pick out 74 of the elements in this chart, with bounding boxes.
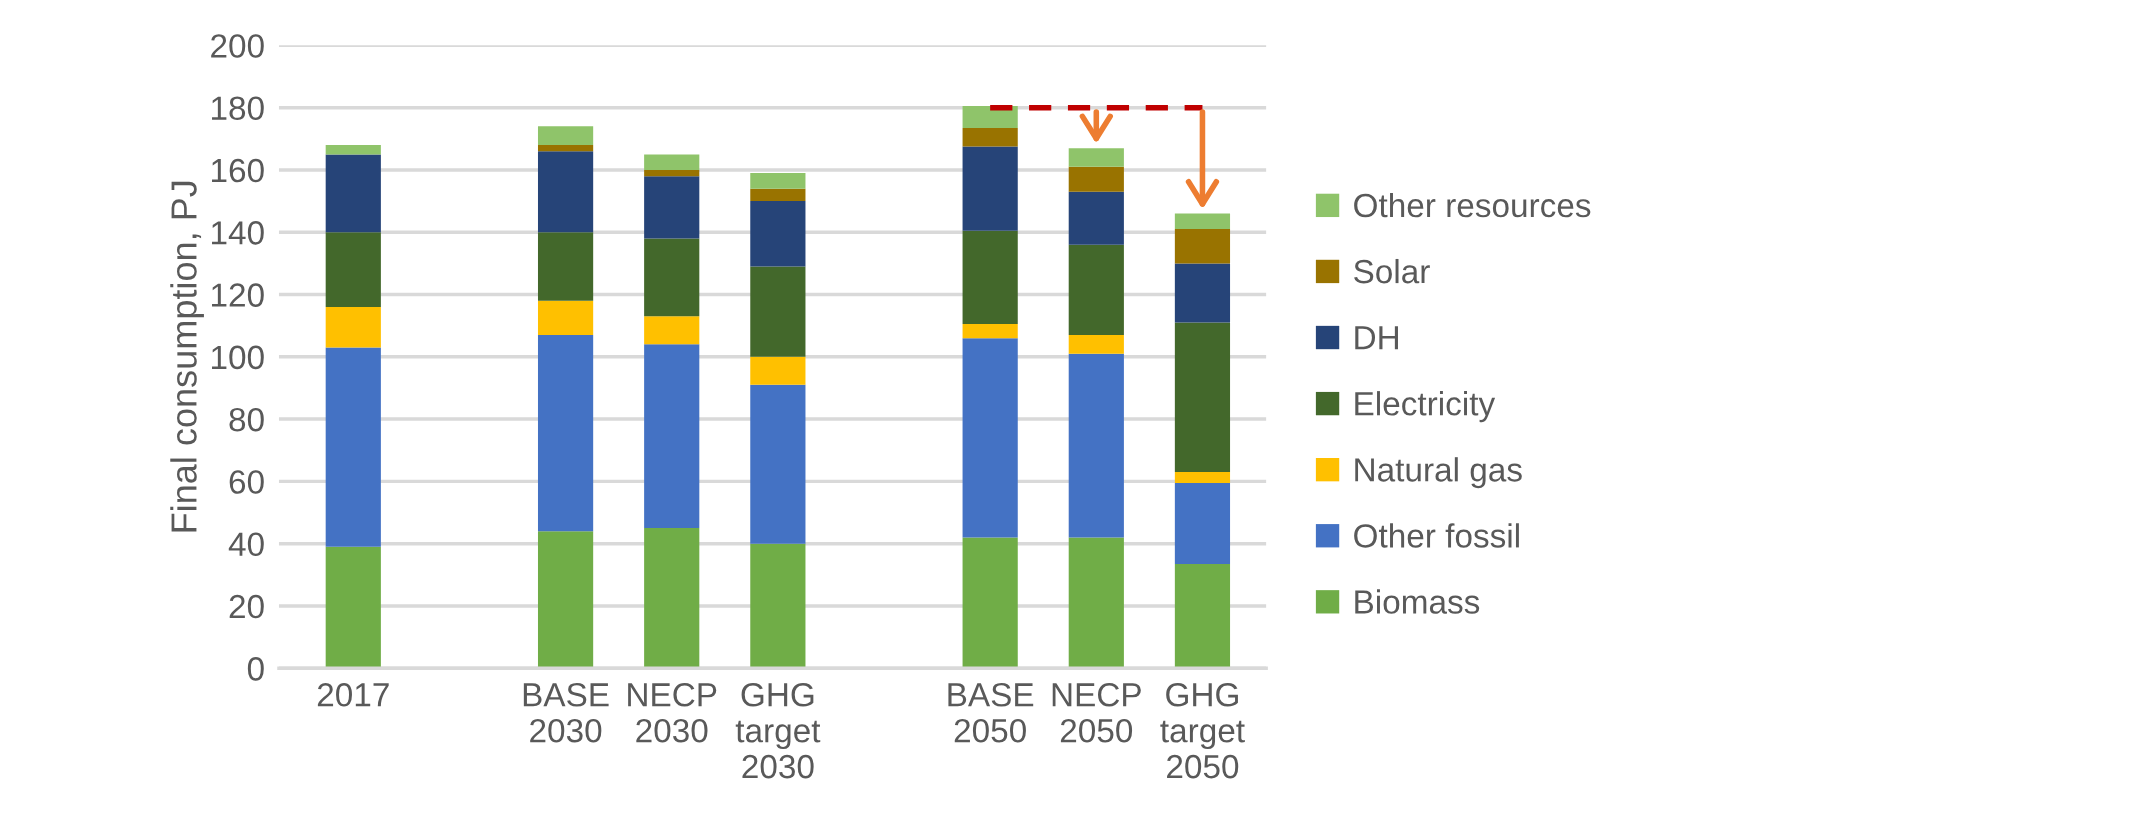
bar (962, 537, 1018, 669)
bar (1068, 537, 1124, 669)
x-tick-label: BASE 2030 (523, 683, 609, 743)
bar (1174, 482, 1231, 564)
bar (962, 146, 1018, 231)
y-tick-label: 60 (229, 470, 264, 494)
y-tick-label: 160 (212, 158, 264, 183)
legend-label: Solar (1354, 258, 1430, 284)
bar (750, 188, 806, 202)
bar (325, 347, 381, 547)
y-tick-label: 40 (228, 532, 264, 557)
x-tick-label: GHG target 2030 (735, 683, 821, 779)
bar (644, 169, 700, 177)
bar (1174, 213, 1231, 230)
legend-label: Other resources (1354, 192, 1591, 218)
x-tick-label: 2017 (317, 683, 389, 707)
legend-label: Natural gas (1355, 457, 1522, 489)
bar (1174, 563, 1231, 669)
bar (644, 528, 700, 669)
bar (537, 300, 594, 336)
bar (1068, 244, 1124, 336)
y-tick-label: 180 (212, 96, 264, 121)
y-tick-label: 100 (212, 345, 264, 370)
y-tick-label: 120 (212, 283, 264, 307)
bar (537, 531, 594, 669)
x-tick-label: BASE 2050 (948, 683, 1034, 743)
bar (1174, 322, 1231, 473)
bar (962, 230, 1018, 325)
bar (1068, 191, 1124, 245)
y-tick-label: 140 (212, 221, 264, 245)
bar (325, 232, 381, 307)
y-tick-label: 20 (229, 594, 264, 619)
bar (750, 266, 806, 357)
bar (325, 154, 381, 233)
legend-label: Biomass (1355, 589, 1480, 614)
bar (750, 173, 806, 189)
bar (537, 126, 594, 146)
bar (537, 151, 594, 233)
bar (325, 306, 381, 348)
bar (644, 344, 700, 529)
bar (325, 145, 381, 155)
bar (1174, 229, 1231, 264)
bar (962, 106, 1018, 128)
legend-label: Electricity (1355, 391, 1496, 423)
bar (750, 384, 806, 544)
bar (537, 335, 594, 532)
bar (644, 238, 700, 317)
bar (750, 201, 806, 267)
y-tick-label: 200 (211, 34, 264, 58)
x-tick-label: NECP 2030 (628, 683, 717, 743)
bar (1068, 335, 1124, 354)
x-tick-label: NECP 2050 (1052, 683, 1141, 743)
bar (750, 356, 806, 385)
y-tick-label: 80 (229, 407, 264, 432)
y-tick-label: 0 (247, 657, 264, 681)
bar (1068, 166, 1124, 192)
y-axis-title: Final consumption, PJ (170, 181, 204, 532)
bar (537, 145, 594, 152)
bar (962, 324, 1018, 339)
bar (644, 154, 700, 170)
legend-label: DH (1355, 326, 1398, 350)
x-tick-label: GHG target 2050 (1160, 683, 1245, 779)
bar (537, 232, 594, 301)
bar (644, 316, 700, 345)
bar (1174, 472, 1231, 483)
bar (1068, 148, 1124, 167)
bar (1174, 263, 1231, 323)
bar (1068, 353, 1124, 538)
legend-label: Other fossil (1354, 523, 1519, 548)
bar (644, 176, 700, 239)
bar (750, 543, 806, 669)
bar (962, 127, 1018, 147)
bar (962, 338, 1018, 538)
bar (325, 546, 381, 669)
